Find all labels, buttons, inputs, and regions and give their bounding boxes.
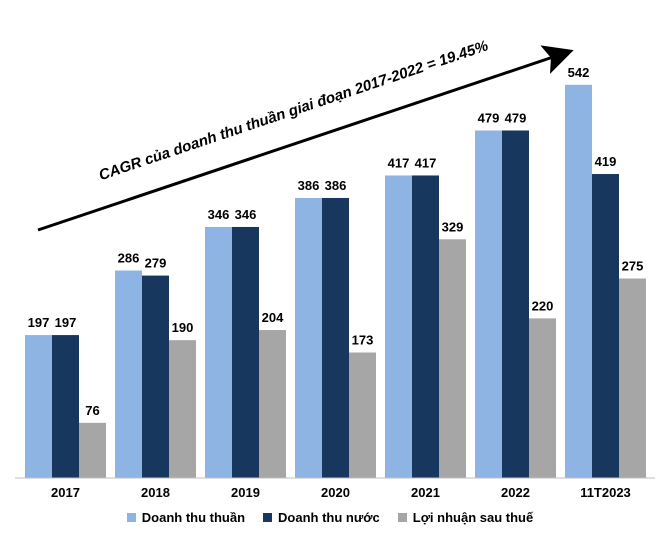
legend-item-doanh-thu-thuan: Doanh thu thuần — [126, 510, 246, 525]
value-label-2017-series-2: 197 — [55, 315, 77, 330]
bar-2018-series-3 — [169, 340, 196, 478]
legend-swatch — [126, 513, 136, 522]
bar-chart: 197 197 76 286 279 190 346 346 204 386 386 173 417 41… — [15, 37, 655, 500]
value-label-11T2023-series-3: 275 — [622, 258, 644, 273]
cagr-arrow — [37, 45, 574, 232]
value-label-2019-series-2: 346 — [235, 207, 257, 222]
x-tick-label-2020: 2020 — [321, 485, 350, 500]
value-label-2021-series-3: 329 — [442, 219, 464, 234]
value-label-2021-series-2: 417 — [415, 155, 437, 170]
bar-2019-series-3 — [259, 329, 286, 478]
bar-2022-series-3 — [529, 318, 556, 478]
bar-2020-series-1 — [295, 197, 322, 478]
bar-2021-series-2 — [412, 175, 439, 479]
value-label-2020-series-1: 386 — [298, 178, 320, 193]
bar-11T2023-series-3 — [619, 278, 646, 478]
value-label-11T2023-series-1: 542 — [568, 65, 590, 80]
bar-2017-series-2 — [52, 335, 79, 478]
bar-2018-series-2 — [142, 275, 169, 478]
value-label-2022-series-3: 220 — [532, 298, 554, 313]
bar-2017-series-1 — [25, 335, 52, 478]
x-tick-label-2018: 2018 — [141, 485, 170, 500]
value-label-2020-series-2: 386 — [325, 178, 347, 193]
bar-11T2023-series-1 — [565, 84, 592, 479]
value-label-2022-series-1: 479 — [478, 110, 500, 125]
bars-layer — [25, 84, 646, 479]
x-tick-label-2022: 2022 — [501, 485, 530, 500]
value-label-2018-series-2: 279 — [145, 256, 167, 271]
value-label-2018-series-3: 190 — [172, 320, 194, 335]
bar-2021-series-1 — [385, 175, 412, 479]
bar-2020-series-2 — [322, 197, 349, 478]
legend-swatch — [263, 513, 273, 522]
value-label-2017-series-1: 197 — [28, 315, 50, 330]
bar-11T2023-series-2 — [592, 174, 619, 478]
bar-2019-series-2 — [232, 226, 259, 478]
value-label-2020-series-3: 173 — [352, 332, 374, 347]
bar-2022-series-2 — [502, 130, 529, 478]
x-tick-label-2017: 2017 — [51, 485, 80, 500]
legend: Doanh thu thuần Doanh thu nước Lợi nhuận… — [0, 510, 660, 525]
legend-item-loi-nhuan-sau-thue: Lợi nhuận sau thuế — [397, 510, 534, 525]
legend-label: Doanh thu thuần — [141, 510, 246, 525]
bar-2018-series-1 — [115, 270, 142, 478]
value-labels-layer: 197 197 76 286 279 190 346 346 204 386 386 173 417 41… — [28, 65, 644, 418]
bar-2022-series-1 — [475, 130, 502, 478]
x-tick-label-2021: 2021 — [411, 485, 440, 500]
legend-label: Doanh thu nước — [278, 510, 380, 525]
x-tick-label-11T2023: 11T2023 — [580, 485, 631, 500]
value-label-2019-series-1: 346 — [208, 207, 230, 222]
bar-2020-series-3 — [349, 352, 376, 478]
bar-2017-series-3 — [79, 422, 106, 478]
value-label-2017-series-3: 76 — [85, 403, 99, 418]
legend-item-doanh-thu-nuoc: Doanh thu nước — [263, 510, 380, 525]
x-tick-label-2019: 2019 — [231, 485, 260, 500]
legend-label: Lợi nhuận sau thuế — [412, 510, 534, 525]
value-label-2018-series-1: 286 — [118, 251, 140, 266]
bar-2019-series-1 — [205, 226, 232, 478]
value-label-2019-series-3: 204 — [262, 310, 284, 325]
value-label-2022-series-2: 479 — [505, 110, 527, 125]
legend-swatch — [397, 513, 407, 522]
value-label-11T2023-series-2: 419 — [595, 154, 617, 169]
x-tick-labels-layer: 2017 2018 2019 2020 2021 2022 11T2023 — [51, 485, 631, 500]
value-label-2021-series-1: 417 — [388, 155, 410, 170]
bar-2021-series-3 — [439, 239, 466, 478]
